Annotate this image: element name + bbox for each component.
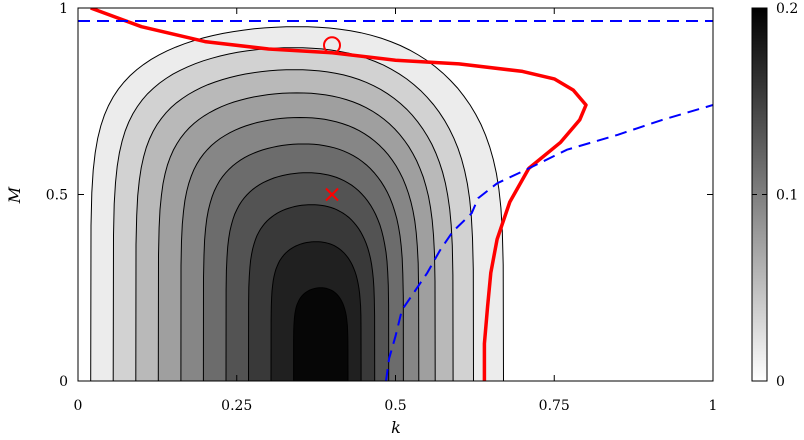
circle-marker: [323, 36, 341, 55]
x-tick-label: 1: [709, 398, 718, 414]
y-tick-label: 0.5: [46, 188, 68, 204]
y-tick-label: 1: [59, 1, 68, 17]
y-axis-ticks: 00.51: [46, 1, 713, 390]
overlay-curves: [78, 8, 713, 381]
contour-fills: [90, 26, 505, 381]
x-axis-label: k: [391, 418, 401, 437]
colorbar-tick-label: 0.1: [776, 188, 798, 204]
feasibility-boundary-curve: [90, 8, 588, 381]
colorbar-tick-label: 0: [776, 374, 785, 390]
reference-curve: [385, 104, 713, 381]
y-axis-label: M: [5, 186, 24, 204]
y-tick-label: 0: [59, 374, 68, 390]
colorbar-ticks: 0 0.1 0.2: [752, 1, 798, 390]
x-tick-label: 0: [74, 398, 83, 414]
cross-marker: [325, 187, 339, 202]
colorbar-tick-label: 0.2: [776, 1, 798, 17]
x-tick-label: 0.5: [384, 398, 406, 414]
x-tick-label: 0.75: [539, 398, 570, 414]
markers: [323, 36, 341, 202]
x-tick-label: 0.25: [221, 398, 252, 414]
contour-level: [293, 287, 349, 381]
x-axis-ticks: 0 0.25 0.5 0.75 1: [74, 8, 718, 414]
